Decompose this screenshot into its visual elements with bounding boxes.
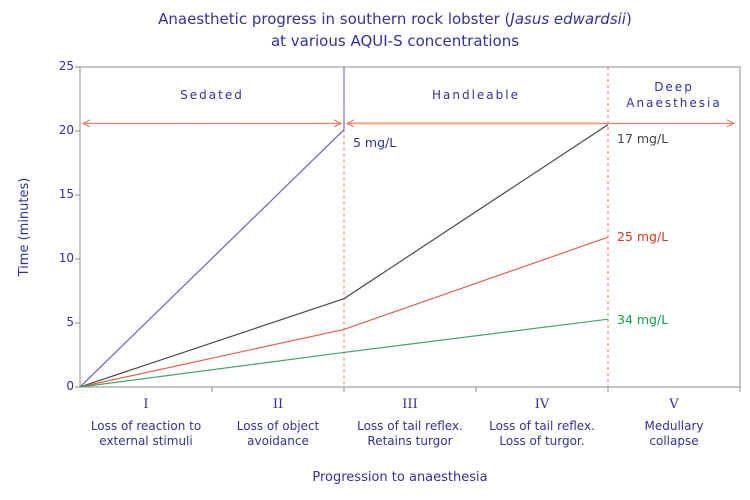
axis-frame [79,66,741,388]
stage-numeral: III [402,397,418,412]
stage-label-III: III Loss of tail reflex. Retains turgor [336,397,484,449]
stage-numeral: I [143,397,149,412]
stage-description-line: Retains turgor [367,434,453,448]
chart-title-line1: Anaesthetic progress in southern rock lo… [40,8,750,30]
y-tick-label: 10 [58,251,74,265]
stage-description-line: Loss of tail reflex. [489,419,595,433]
region-label-line: Deep [654,80,694,94]
series-line-34mgL [79,318,609,388]
stage-description-line: Medullary [644,419,704,433]
y-tick-label: 25 [58,59,74,73]
y-tick-label: 15 [58,187,74,201]
stage-description: Loss of reaction to external stimuli [72,419,220,449]
series-label-5mgL: 5 mg/L [353,134,397,150]
stage-description-line: avoidance [247,434,309,448]
y-tick-label: 0 [66,379,74,393]
stage-description-line: Loss of turgor. [499,434,585,448]
stage-description: Medullary collapse [600,419,748,449]
region-label-line: Handleable [431,88,520,102]
region-label-line: Anaesthesia [626,96,722,110]
series-line-5mgL [79,129,345,388]
stage-label-V: V Medullary collapse [600,397,748,449]
region-label-2: Deep Anaesthesia [608,76,740,114]
x-axis-title: Progression to anaesthesia [312,470,488,485]
stage-description: Loss of tail reflex. Loss of turgor. [468,419,616,449]
region-label-1: Handleable [344,76,608,114]
stage-description: Loss of object avoidance [204,419,352,449]
series-label-25mgL: 25 mg/L [617,229,669,245]
chart-title: Anaesthetic progress in southern rock lo… [40,8,750,52]
series-label-17mgL: 17 mg/L [617,130,669,146]
series-label-34mgL: 34 mg/L [617,311,669,327]
y-tick-label: 20 [58,123,74,137]
stage-label-I: I Loss of reaction to external stimuli [72,397,220,449]
stage-description-line: Loss of reaction to [90,419,202,433]
stage-description-line: Loss of tail reflex. [357,419,463,433]
region-label-0: Sedated [80,76,344,114]
title-species-name: Jasus edwardsii [510,10,626,28]
arrowhead-icon [333,119,343,128]
stage-description-line: Loss of object [236,419,320,433]
arrowhead-icon [345,119,355,128]
stage-label-II: II Loss of object avoidance [204,397,352,449]
chart-title-line2: at various AQUI-S concentrations [270,32,520,50]
title-line1-prefix: Anaesthetic progress in southern rock lo… [158,10,511,28]
stage-description: Loss of tail reflex. Retains turgor [336,419,484,449]
y-tick-label: 5 [66,315,74,329]
region-label-line: Sedated [180,88,244,102]
arrowhead-icon [726,119,736,128]
stage-numeral: IV [534,397,550,412]
stage-numeral: V [669,397,679,412]
series-line-17mgL [79,124,609,388]
series-line-25mgL [79,236,609,388]
stage-numeral: II [272,397,284,412]
arrowhead-icon [81,119,91,128]
stage-description-line: external stimuli [99,434,193,448]
stage-label-IV: IV Loss of tail reflex. Loss of turgor. [468,397,616,449]
title-line1-suffix: ) [625,10,632,28]
stage-description-line: collapse [649,434,699,448]
